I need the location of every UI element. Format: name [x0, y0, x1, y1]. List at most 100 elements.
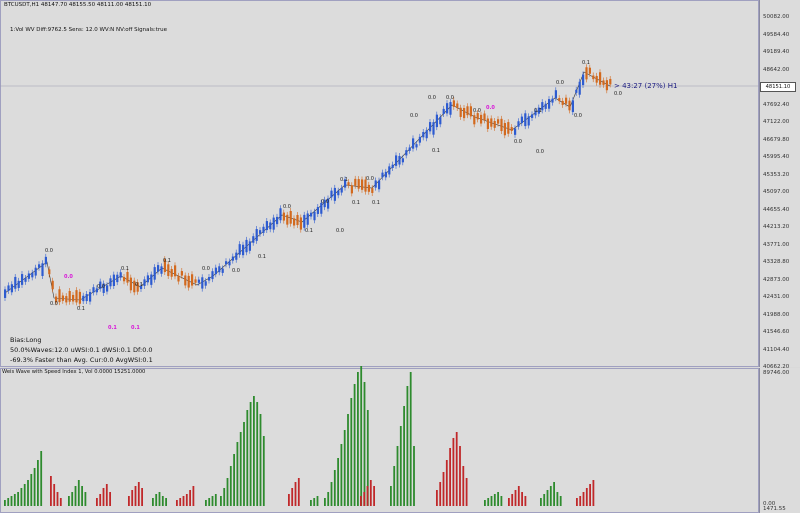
candle-body	[299, 217, 302, 230]
candle-body	[395, 155, 398, 166]
price-tick: 45995.40	[763, 154, 790, 160]
candle-body	[493, 120, 496, 128]
candle-body	[398, 155, 401, 165]
bear-wave-bar	[459, 446, 461, 506]
signal-label: 0.0	[486, 105, 495, 111]
bear-wave-bar	[366, 486, 369, 506]
candle-body	[541, 102, 544, 111]
price-tick: 45097.00	[763, 189, 790, 195]
indicator-axis[interactable]: 89746.00 0.00 1471.55	[759, 368, 800, 513]
bull-wave-bar	[500, 496, 503, 506]
bull-wave-bar	[484, 500, 486, 506]
candle-body	[170, 269, 173, 277]
price-tick: 41988.00	[763, 311, 790, 318]
bear-wave-bar	[524, 496, 527, 506]
bear-wave-bar	[576, 498, 578, 506]
wave-label: 0.0	[336, 228, 344, 234]
candle-body	[463, 108, 466, 119]
bull-wave-bar	[81, 486, 83, 506]
bear-wave-bar	[455, 432, 458, 506]
bull-wave-bar	[366, 410, 369, 506]
candle-body	[180, 271, 183, 276]
candle-body	[605, 80, 608, 91]
bear-wave-bar	[128, 496, 130, 506]
bull-wave-bar	[220, 496, 222, 506]
candle-body	[245, 239, 248, 253]
candle-body	[262, 226, 265, 233]
indicator-title: Weis Wave with Speed Index 1, Vol 0.0000…	[2, 369, 146, 375]
bull-wave-bar	[249, 402, 252, 506]
candle-body	[452, 100, 455, 107]
price-tick: 48642.00	[763, 66, 790, 73]
indicator-pane[interactable]	[0, 368, 759, 513]
bear-wave-bar	[192, 486, 195, 506]
candle-body	[61, 295, 64, 301]
candle-body	[150, 274, 153, 285]
bull-wave-bar	[158, 492, 161, 506]
bull-wave-bar	[413, 446, 415, 506]
bull-wave-bar	[74, 486, 77, 506]
price-tick: 46679.80	[763, 136, 790, 143]
bull-wave-bar	[259, 414, 262, 506]
candle-body	[585, 67, 588, 80]
candle-body	[568, 100, 571, 111]
bear-wave-bar	[131, 490, 134, 506]
candle-body	[48, 269, 51, 275]
candle-body	[514, 128, 517, 135]
wave-label: 0.1	[432, 148, 440, 154]
candle-body	[55, 296, 58, 303]
bull-wave-bar	[546, 490, 549, 506]
bull-wave-bar	[40, 451, 43, 506]
price-tick: 41104.40	[763, 346, 790, 353]
candle-body	[82, 295, 85, 302]
bear-wave-bar	[105, 484, 108, 506]
candle-body	[544, 103, 547, 109]
price-tick: 42873.00	[763, 276, 790, 283]
wave-label: 0.0	[446, 95, 454, 101]
bull-wave-bar	[313, 498, 316, 506]
candle-body	[551, 98, 554, 103]
candle-body	[476, 113, 479, 120]
bull-wave-bar	[243, 422, 245, 506]
wave-label: 0.1	[77, 306, 85, 312]
candle-body	[490, 118, 493, 127]
wave-label: 0.0	[50, 301, 58, 307]
candle-body	[609, 78, 612, 85]
bull-wave-bar	[497, 492, 499, 506]
price-tick: 44213.20	[763, 224, 790, 230]
candle-body	[306, 213, 309, 225]
candle-body	[548, 99, 551, 109]
candle-body	[599, 72, 602, 85]
bull-wave-bar	[553, 482, 555, 506]
bull-wave-bar	[155, 494, 158, 506]
bear-wave-bar	[134, 486, 137, 506]
candle-body	[221, 268, 224, 273]
bear-wave-bar	[102, 488, 105, 506]
wave-label: 0.0	[45, 248, 53, 254]
candle-body	[269, 222, 272, 230]
candle-body	[408, 147, 411, 151]
candle-body	[78, 291, 81, 304]
bear-wave-bar	[109, 492, 111, 506]
bull-wave-bar	[393, 466, 396, 506]
candle-body	[191, 274, 194, 286]
signal-label: 0.1	[131, 325, 140, 331]
candle-body	[146, 275, 149, 283]
wave-label: 0.0	[410, 113, 418, 119]
bull-wave-bar	[310, 500, 312, 506]
candle-body	[65, 296, 68, 303]
bull-wave-bar	[208, 498, 211, 506]
price-tick: 41546.60	[763, 329, 790, 335]
candle-body	[388, 166, 391, 175]
candle-body	[17, 280, 20, 288]
candle-body	[435, 114, 438, 128]
candle-body	[531, 114, 534, 118]
candle-body	[272, 217, 275, 230]
wave-label: 0.1	[340, 177, 348, 183]
price-axis[interactable]: 50082.00 49584.40 49189.40 48642.00 48151.10…	[759, 0, 800, 370]
candle-body	[422, 132, 425, 138]
candle-body	[174, 265, 177, 277]
candle-body	[259, 230, 262, 234]
bull-wave-bar	[223, 488, 226, 506]
candle-body	[446, 103, 449, 114]
